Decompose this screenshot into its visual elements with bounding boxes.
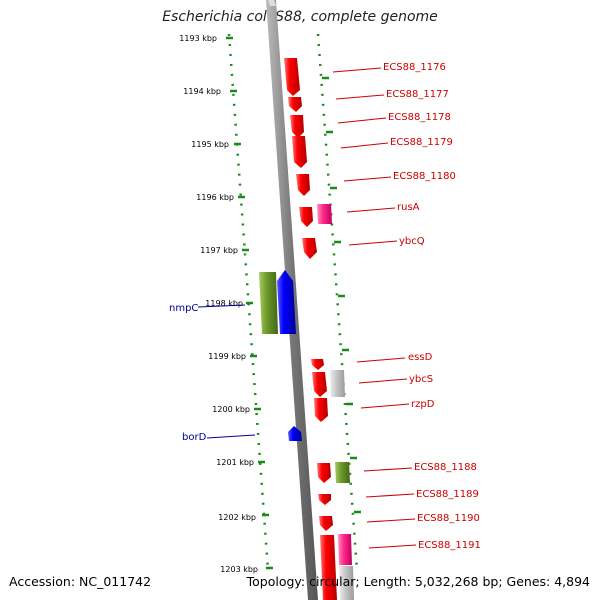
gene-ECS88_1177 <box>288 97 302 112</box>
left-gene-labels: nmpC borD <box>169 303 207 443</box>
gene-label[interactable]: ECS88_1179 <box>390 137 453 148</box>
gene-olive <box>259 272 278 334</box>
gene-ECS88_1191-rna <box>338 534 352 565</box>
left-label-lines <box>198 305 255 438</box>
gene-label[interactable]: ECS88_1177 <box>386 89 449 100</box>
gene-ybcQ <box>302 238 317 259</box>
gene-essD <box>311 359 324 370</box>
topology-text: Topology: circular; Length: 5,032,268 bp… <box>247 574 590 589</box>
tick-label: 1199 kbp <box>208 352 246 361</box>
gene-label[interactable]: rusA <box>397 202 420 213</box>
right-ticks <box>322 78 361 512</box>
gene-ECS88_1191 <box>320 535 337 600</box>
gene-rzpD <box>314 398 328 422</box>
gene-label[interactable]: ECS88_1188 <box>414 462 477 473</box>
gene-label[interactable]: ECS88_1191 <box>418 540 481 551</box>
right-gene-labels: ECS88_1176 ECS88_1177 ECS88_1178 ECS88_1… <box>383 62 481 551</box>
gene-label[interactable]: essD <box>408 352 433 363</box>
tick-label: 1197 kbp <box>200 246 238 255</box>
tick-label: 1195 kbp <box>191 140 229 149</box>
gene-rusA-rna <box>317 204 332 224</box>
tick-label: 1200 kbp <box>212 405 250 414</box>
gene-ECS88_1180 <box>296 174 310 196</box>
gene-ECS88_1188-olive <box>335 462 350 483</box>
gene-ECS88_1189 <box>318 494 331 505</box>
gene-label[interactable]: rzpD <box>411 399 435 410</box>
gene-ECS88_1176 <box>284 58 300 96</box>
gene-ECS88_1188 <box>317 463 331 483</box>
tick-label: 1203 kbp <box>220 565 258 574</box>
gene-label[interactable]: ECS88_1180 <box>393 171 456 182</box>
tick-label: 1194 kbp <box>183 87 221 96</box>
right-tick-track <box>318 34 357 570</box>
gene-label[interactable]: ybcQ <box>399 236 425 247</box>
tick-label: 1193 kbp <box>179 34 217 43</box>
gene-label-borD[interactable]: borD <box>182 432 207 443</box>
gene-label[interactable]: ECS88_1190 <box>417 513 480 524</box>
gene-label-nmpC[interactable]: nmpC <box>169 303 198 314</box>
gene-ybcS-pseudo <box>330 370 345 397</box>
tick-label: 1202 kbp <box>218 513 256 522</box>
tick-label: 1196 kbp <box>196 193 234 202</box>
gene-label[interactable]: ECS88_1176 <box>383 62 446 73</box>
tick-label: 1201 kbp <box>216 458 254 467</box>
gene-ECS88_1179 <box>292 136 307 168</box>
accession-text: Accession: NC_011742 <box>9 574 151 589</box>
gene-label[interactable]: ECS88_1189 <box>416 489 479 500</box>
gene-ECS88_1178 <box>290 115 304 138</box>
gene-label[interactable]: ybcS <box>409 374 433 385</box>
gene-ybcS <box>312 372 327 397</box>
gene-ECS88_1190 <box>319 516 333 531</box>
gene-rusA <box>299 207 313 227</box>
gene-label[interactable]: ECS88_1178 <box>388 112 451 123</box>
